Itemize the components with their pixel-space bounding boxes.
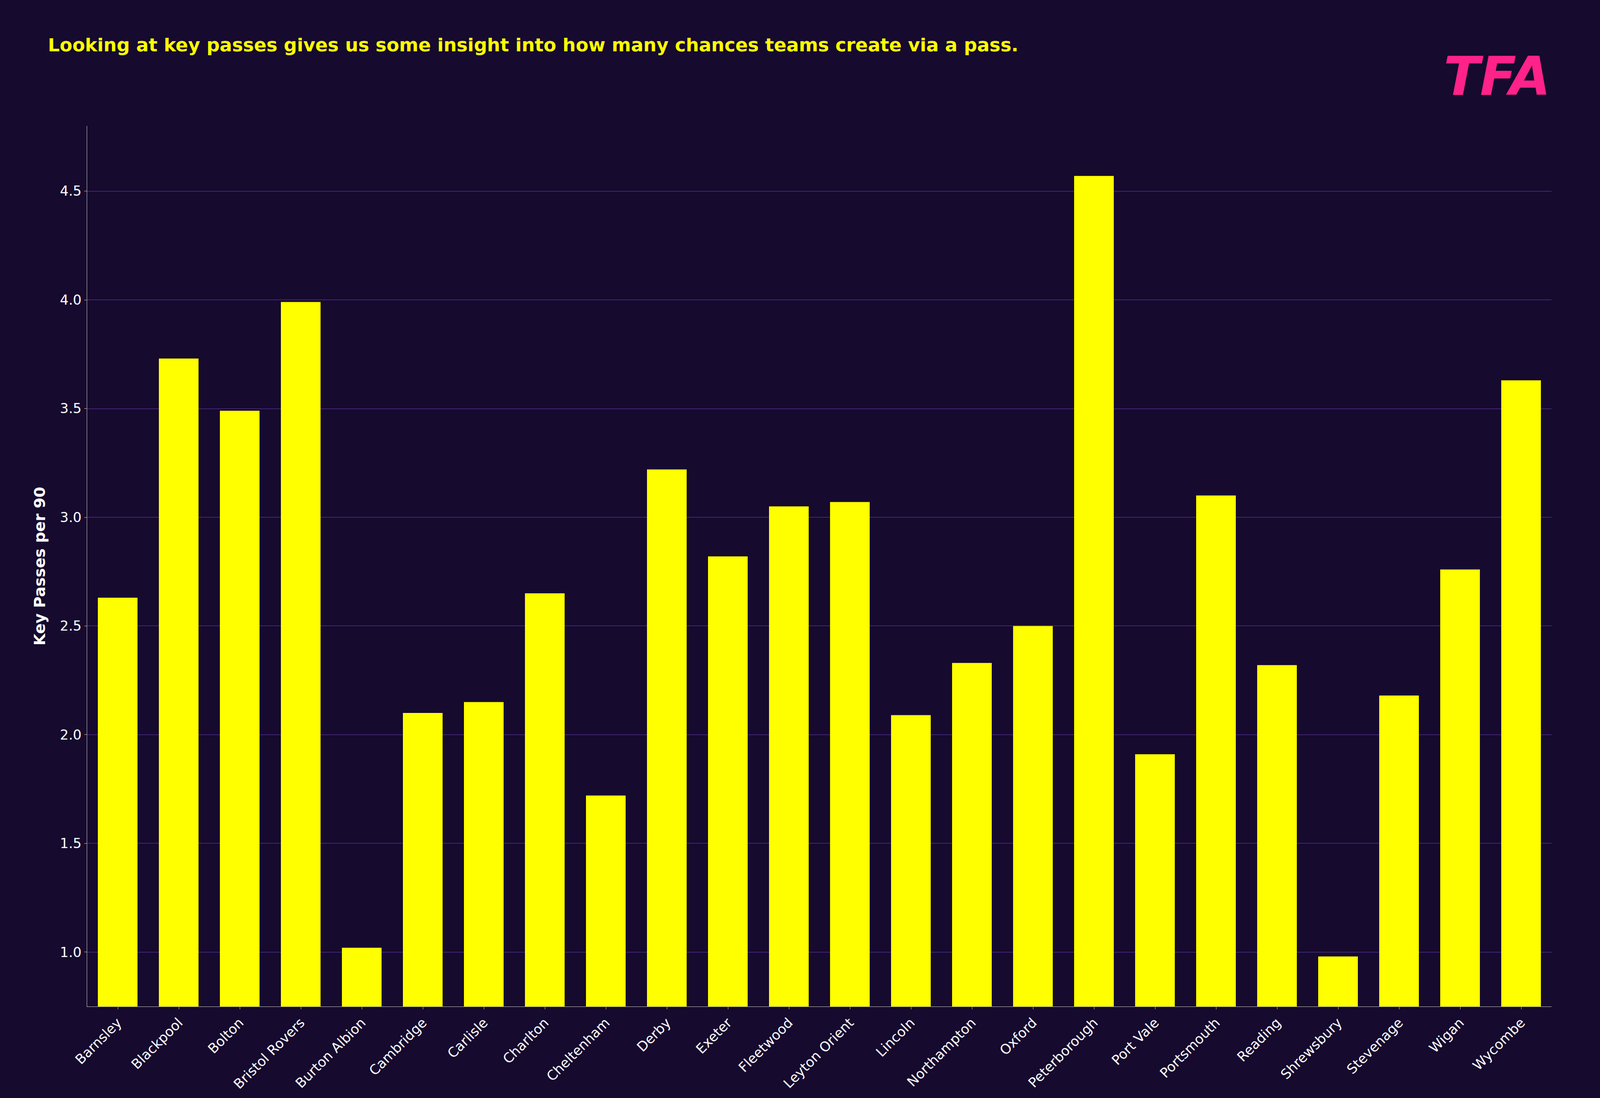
svg-text:Derby: Derby	[633, 1014, 675, 1055]
svg-text:Exeter: Exeter	[692, 1014, 736, 1058]
svg-text:Reading: Reading	[1233, 1014, 1285, 1065]
svg-text:Blackpool: Blackpool	[128, 1014, 186, 1073]
svg-text:Barnsley: Barnsley	[72, 1014, 125, 1068]
svg-text:2.0: 2.0	[60, 726, 82, 743]
svg-text:Peterborough: Peterborough	[1025, 1014, 1102, 1091]
svg-text:Stevenage: Stevenage	[1343, 1014, 1407, 1077]
svg-text:Lincoln: Lincoln	[872, 1014, 918, 1060]
svg-text:Charlton: Charlton	[499, 1014, 553, 1067]
svg-text:3.0: 3.0	[60, 509, 82, 526]
svg-text:TFA: TFA	[1443, 45, 1551, 108]
svg-text:2.5: 2.5	[60, 617, 82, 634]
svg-text:Shrewsbury: Shrewsbury	[1277, 1014, 1346, 1083]
svg-text:Bolton: Bolton	[204, 1014, 247, 1057]
svg-text:Port Vale: Port Vale	[1108, 1014, 1163, 1069]
svg-text:Bristol Rovers: Bristol Rovers	[230, 1014, 308, 1093]
svg-text:3.5: 3.5	[60, 400, 82, 417]
svg-text:Leyton Orient: Leyton Orient	[780, 1014, 857, 1092]
svg-text:4.0: 4.0	[60, 292, 82, 308]
svg-text:Northampton: Northampton	[904, 1014, 980, 1090]
svg-text:Portsmouth: Portsmouth	[1156, 1014, 1224, 1081]
svg-text:Cambridge: Cambridge	[366, 1014, 431, 1079]
svg-text:4.5: 4.5	[60, 183, 82, 200]
svg-text:1.0: 1.0	[60, 944, 82, 961]
svg-text:Carlisle: Carlisle	[444, 1014, 491, 1062]
svg-text:Cheltenham: Cheltenham	[543, 1014, 614, 1085]
svg-text:Wigan: Wigan	[1426, 1014, 1468, 1056]
svg-text:Looking at key passes gives us: Looking at key passes gives us some insi…	[47, 34, 1019, 56]
svg-text:Wycombe: Wycombe	[1469, 1014, 1529, 1074]
svg-text:Burton Albion: Burton Albion	[292, 1014, 370, 1092]
svg-text:Fleetwood: Fleetwood	[735, 1014, 797, 1076]
svg-text:Key Passes per 90: Key Passes per 90	[30, 486, 49, 646]
svg-text:1.5: 1.5	[60, 835, 82, 852]
svg-text:Oxford: Oxford	[996, 1014, 1041, 1059]
